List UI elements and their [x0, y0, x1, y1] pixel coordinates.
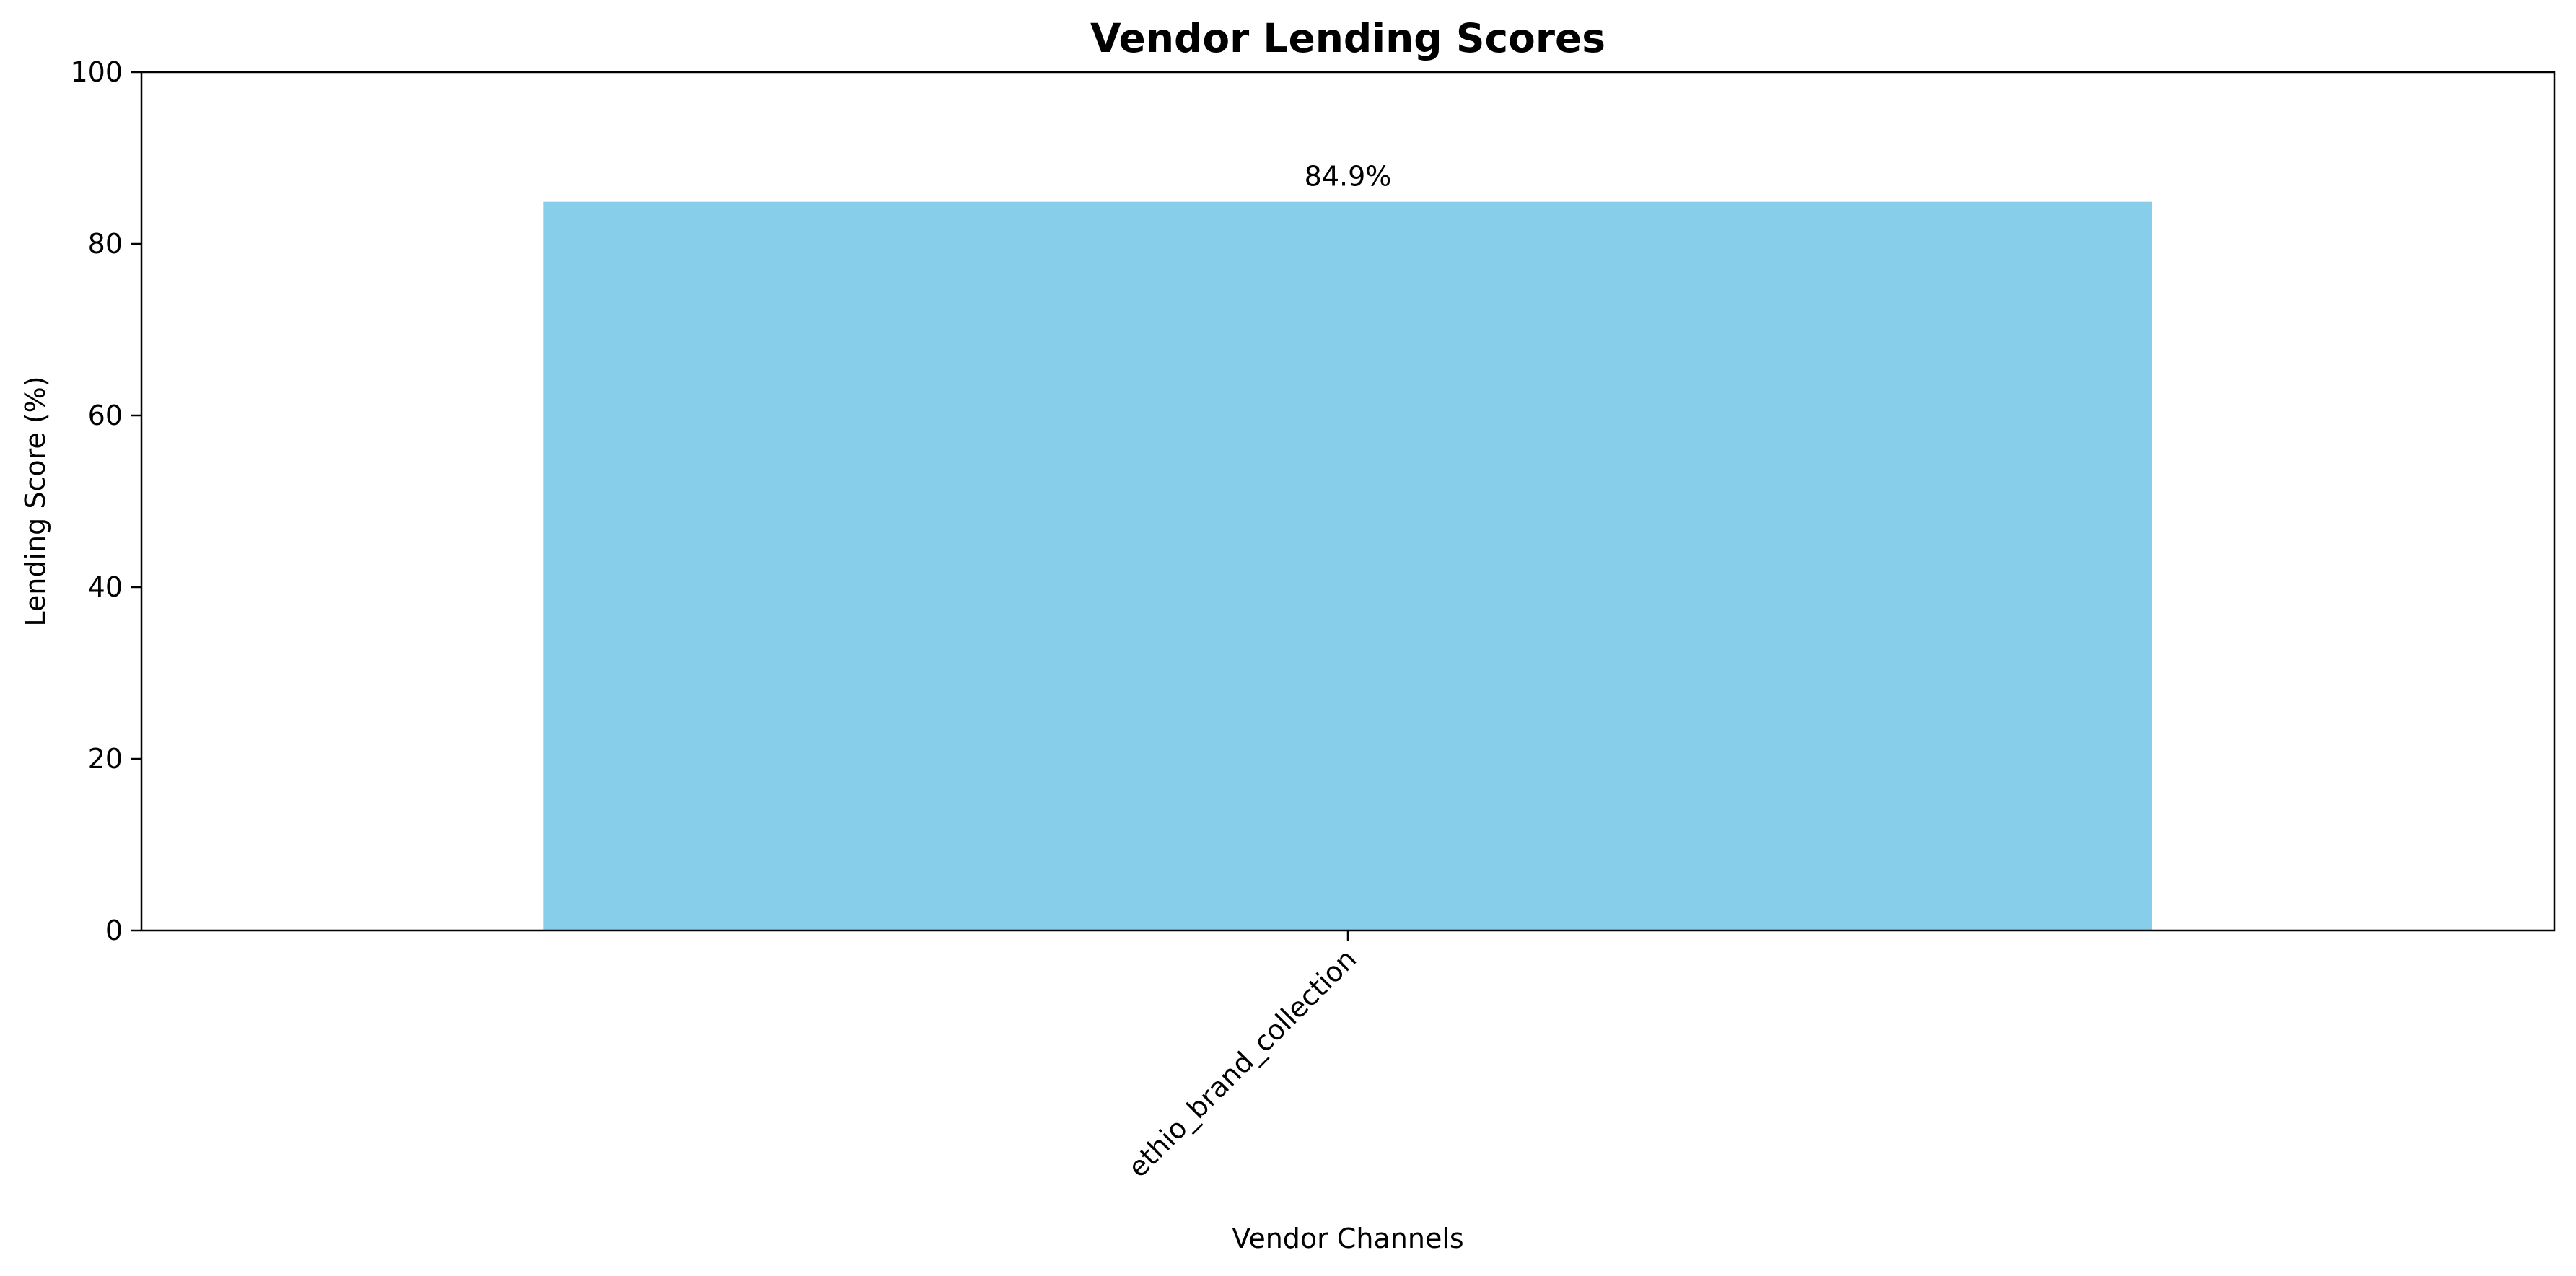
data-label: 84.9%	[1305, 161, 1392, 193]
y-tick-label: 100	[70, 56, 123, 88]
y-tick-label: 80	[88, 228, 123, 260]
y-axis: 0 20 40 60 80 100	[70, 56, 141, 946]
y-axis-label: Lending Score (%)	[19, 376, 51, 626]
y-tick-label: 20	[88, 743, 123, 775]
x-axis-label: Vendor Channels	[1232, 1223, 1463, 1254]
chart-title: Vendor Lending Scores	[1090, 15, 1605, 61]
y-tick-label: 0	[105, 915, 123, 946]
bars-layer	[543, 201, 2152, 930]
y-tick-label: 40	[88, 571, 123, 603]
bar	[543, 201, 2152, 930]
data-labels-layer: 84.9%	[1305, 161, 1392, 193]
y-tick-label: 60	[88, 400, 123, 431]
